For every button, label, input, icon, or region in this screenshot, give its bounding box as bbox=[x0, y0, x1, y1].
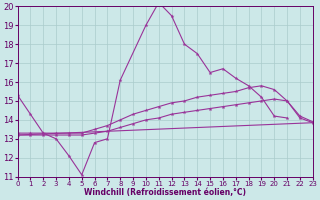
X-axis label: Windchill (Refroidissement éolien,°C): Windchill (Refroidissement éolien,°C) bbox=[84, 188, 246, 197]
